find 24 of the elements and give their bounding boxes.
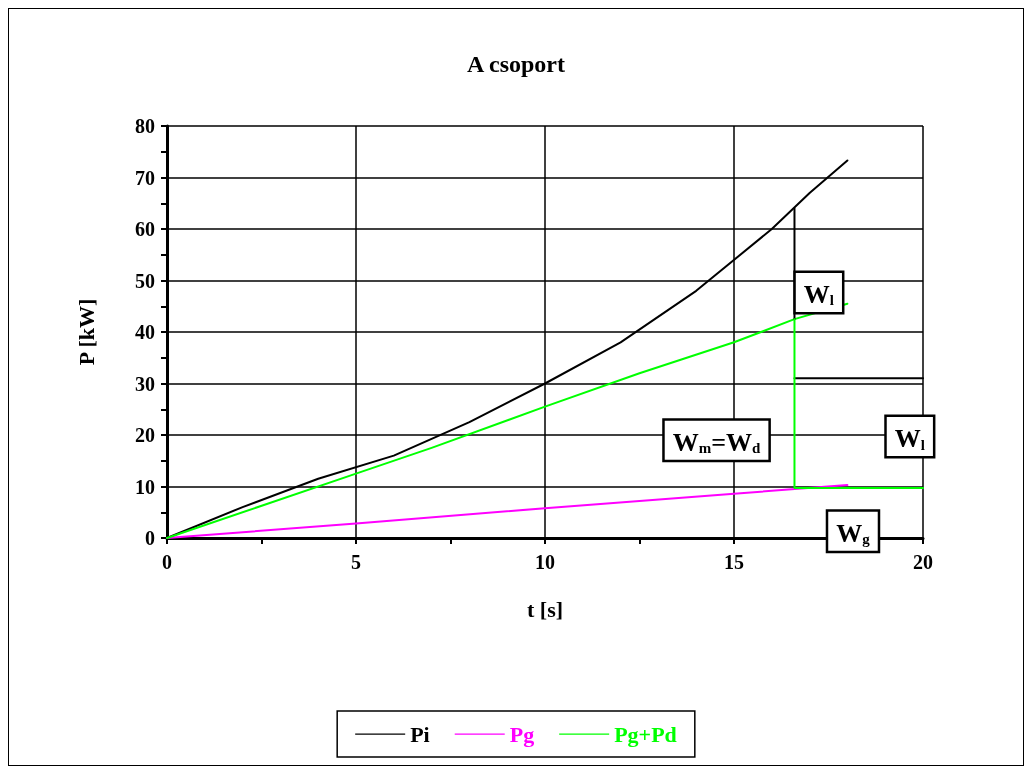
y-tick-label: 50 — [135, 269, 155, 292]
y-tick-label: 10 — [135, 475, 155, 498]
annotation: Wg — [836, 518, 871, 548]
x-axis-title: t [s] — [526, 596, 564, 622]
annotation: Wl — [803, 279, 834, 309]
y-tick-label: 30 — [135, 372, 155, 395]
y-tick-label: 20 — [135, 424, 155, 446]
x-tick-label: 15 — [724, 551, 744, 573]
y-tick-label: 60 — [135, 218, 155, 240]
annotation: Wm=Wd — [672, 427, 762, 457]
y-tick-label: 0 — [145, 527, 155, 549]
x-tick-label: 10 — [535, 551, 555, 573]
legend-label: Pi — [410, 721, 430, 747]
legend-label: Pg — [509, 721, 535, 747]
x-tick-label: 5 — [351, 551, 361, 573]
x-tick-label: 20 — [913, 551, 933, 573]
y-tick-label: 40 — [135, 321, 155, 343]
x-tick-label: 0 — [162, 551, 172, 573]
annotation: Wl — [894, 424, 925, 453]
y-tick-label: 70 — [135, 166, 155, 189]
y-axis-title: P [kW] — [73, 298, 99, 366]
y-tick-label: 80 — [135, 115, 155, 137]
chart-title: A csoport — [467, 51, 565, 77]
legend-label: Pg+Pd — [614, 721, 677, 747]
